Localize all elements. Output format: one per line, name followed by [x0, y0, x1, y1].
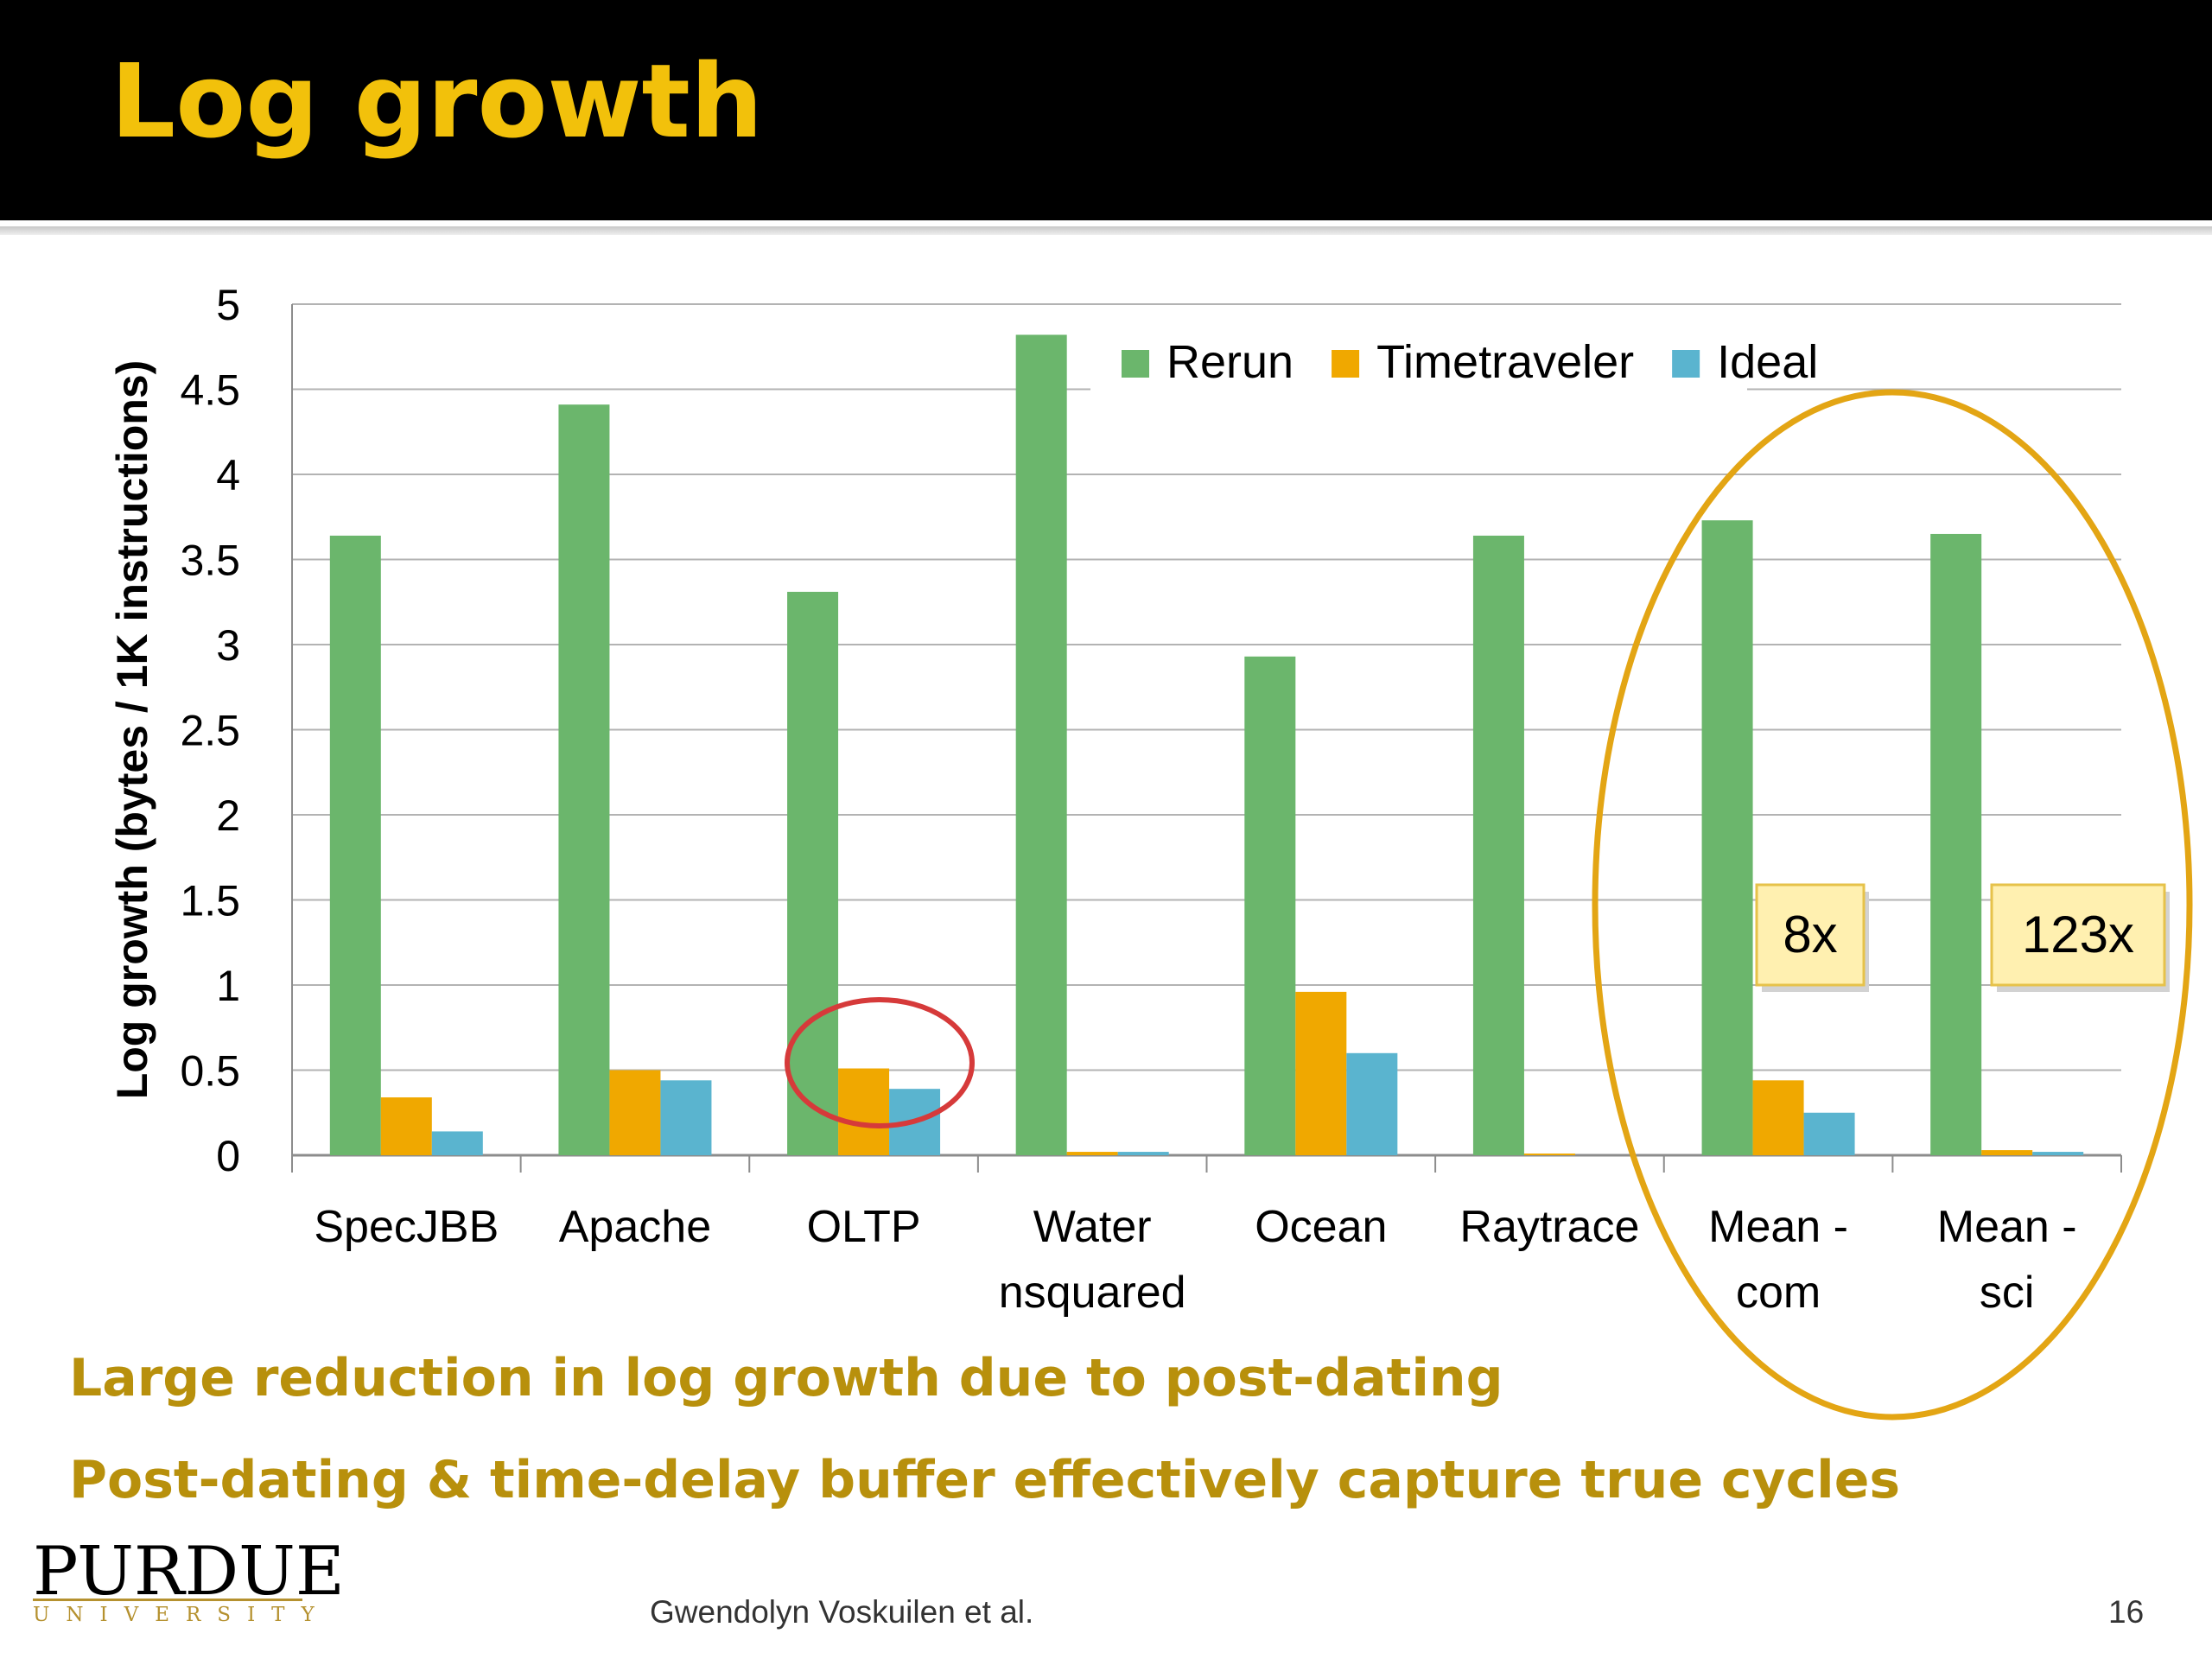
bar-rerun-7: [1930, 533, 1982, 1155]
annotation-box: [1990, 883, 2166, 987]
bar-rerun-5: [1472, 535, 1524, 1155]
y-axis-title: Log growth (bytes / 1K instructions): [108, 360, 156, 1100]
y-tick-label: 1.5: [180, 877, 240, 925]
legend-label-timetraveler: Timetraveler: [1376, 336, 1634, 388]
purdue-logo-subtitle: UNIVERSITY: [33, 1604, 331, 1626]
title-bar: [0, 0, 2212, 220]
x-tick-label: nsquared: [999, 1268, 1186, 1318]
bar-timetraveler-1: [609, 1070, 661, 1155]
bar-timetraveler-7: [1981, 1150, 2033, 1155]
bar-timetraveler-6: [1752, 1080, 1804, 1155]
legend-swatch-rerun: [1122, 350, 1149, 378]
bar-timetraveler-0: [380, 1097, 432, 1155]
bar-rerun-4: [1244, 656, 1296, 1155]
bar-ideal-3: [1117, 1152, 1169, 1155]
bar-ideal-7: [2032, 1152, 2084, 1155]
x-tick-label: sci: [1980, 1268, 2035, 1318]
x-tick-label: Raytrace: [1459, 1202, 1639, 1252]
bar-timetraveler-3: [1066, 1152, 1118, 1155]
y-tick-label: 1: [216, 962, 240, 1010]
bar-timetraveler-2: [838, 1068, 890, 1155]
bar-rerun-0: [329, 535, 381, 1155]
legend-label-rerun: Rerun: [1166, 336, 1294, 388]
bullet-1: Large reduction in log growth due to pos…: [69, 1348, 1503, 1408]
legend-swatch-timetraveler: [1332, 350, 1360, 378]
legend-swatch-ideal: [1672, 350, 1700, 378]
y-tick-label: 0: [216, 1132, 240, 1180]
purdue-logo: PURDUE: [33, 1533, 345, 1611]
highlight-circle-oltp: [785, 997, 975, 1128]
annotation-label: 8x: [1783, 906, 1837, 963]
x-tick-label: Ocean: [1255, 1202, 1387, 1252]
y-tick-label: 4.5: [180, 366, 240, 415]
x-tick-label: Mean -: [1708, 1202, 1848, 1252]
x-tick-label: OLTP: [807, 1202, 921, 1252]
y-tick-label: 3: [216, 621, 240, 670]
x-tick-label: Water: [1033, 1202, 1152, 1252]
bar-timetraveler-5: [1523, 1154, 1575, 1155]
bar-rerun-1: [558, 404, 610, 1156]
bar-ideal-6: [1803, 1112, 1855, 1155]
y-tick-label: 3.5: [180, 537, 240, 585]
slide-title: Log growth: [111, 41, 763, 161]
x-tick-label: com: [1736, 1268, 1821, 1318]
y-tick-label: 2: [216, 791, 240, 840]
y-tick-label: 4: [216, 451, 240, 499]
y-tick-label: 0.5: [180, 1047, 240, 1096]
page-number: 16: [2108, 1594, 2145, 1630]
legend-label-ideal: Ideal: [1717, 336, 1818, 388]
x-tick-label: Mean -: [1937, 1202, 2077, 1252]
logo-rule: [33, 1599, 302, 1601]
x-tick-label: Apache: [559, 1202, 711, 1252]
bar-rerun-3: [1015, 334, 1067, 1156]
bar-ideal-1: [660, 1080, 712, 1155]
bar-rerun-2: [787, 591, 839, 1155]
title-divider: [0, 226, 2212, 235]
bar-timetraveler-4: [1295, 991, 1347, 1155]
footer-author: Gwendolyn Voskuilen et al.: [650, 1594, 1034, 1630]
bar-rerun-6: [1701, 520, 1753, 1155]
y-tick-label: 2.5: [180, 707, 240, 755]
highlight-ellipse-means: [1592, 389, 2193, 1421]
bar-ideal-0: [431, 1131, 483, 1155]
bullet-2: Post-dating & time-delay buffer effectiv…: [69, 1450, 1901, 1510]
y-tick-label: 5: [216, 281, 240, 329]
x-tick-label: SpecJBB: [314, 1202, 499, 1252]
annotation-box: [1755, 883, 1866, 987]
bar-ideal-4: [1346, 1052, 1398, 1155]
annotation-label: 123x: [2022, 906, 2134, 963]
legend-background: [1090, 333, 1747, 391]
